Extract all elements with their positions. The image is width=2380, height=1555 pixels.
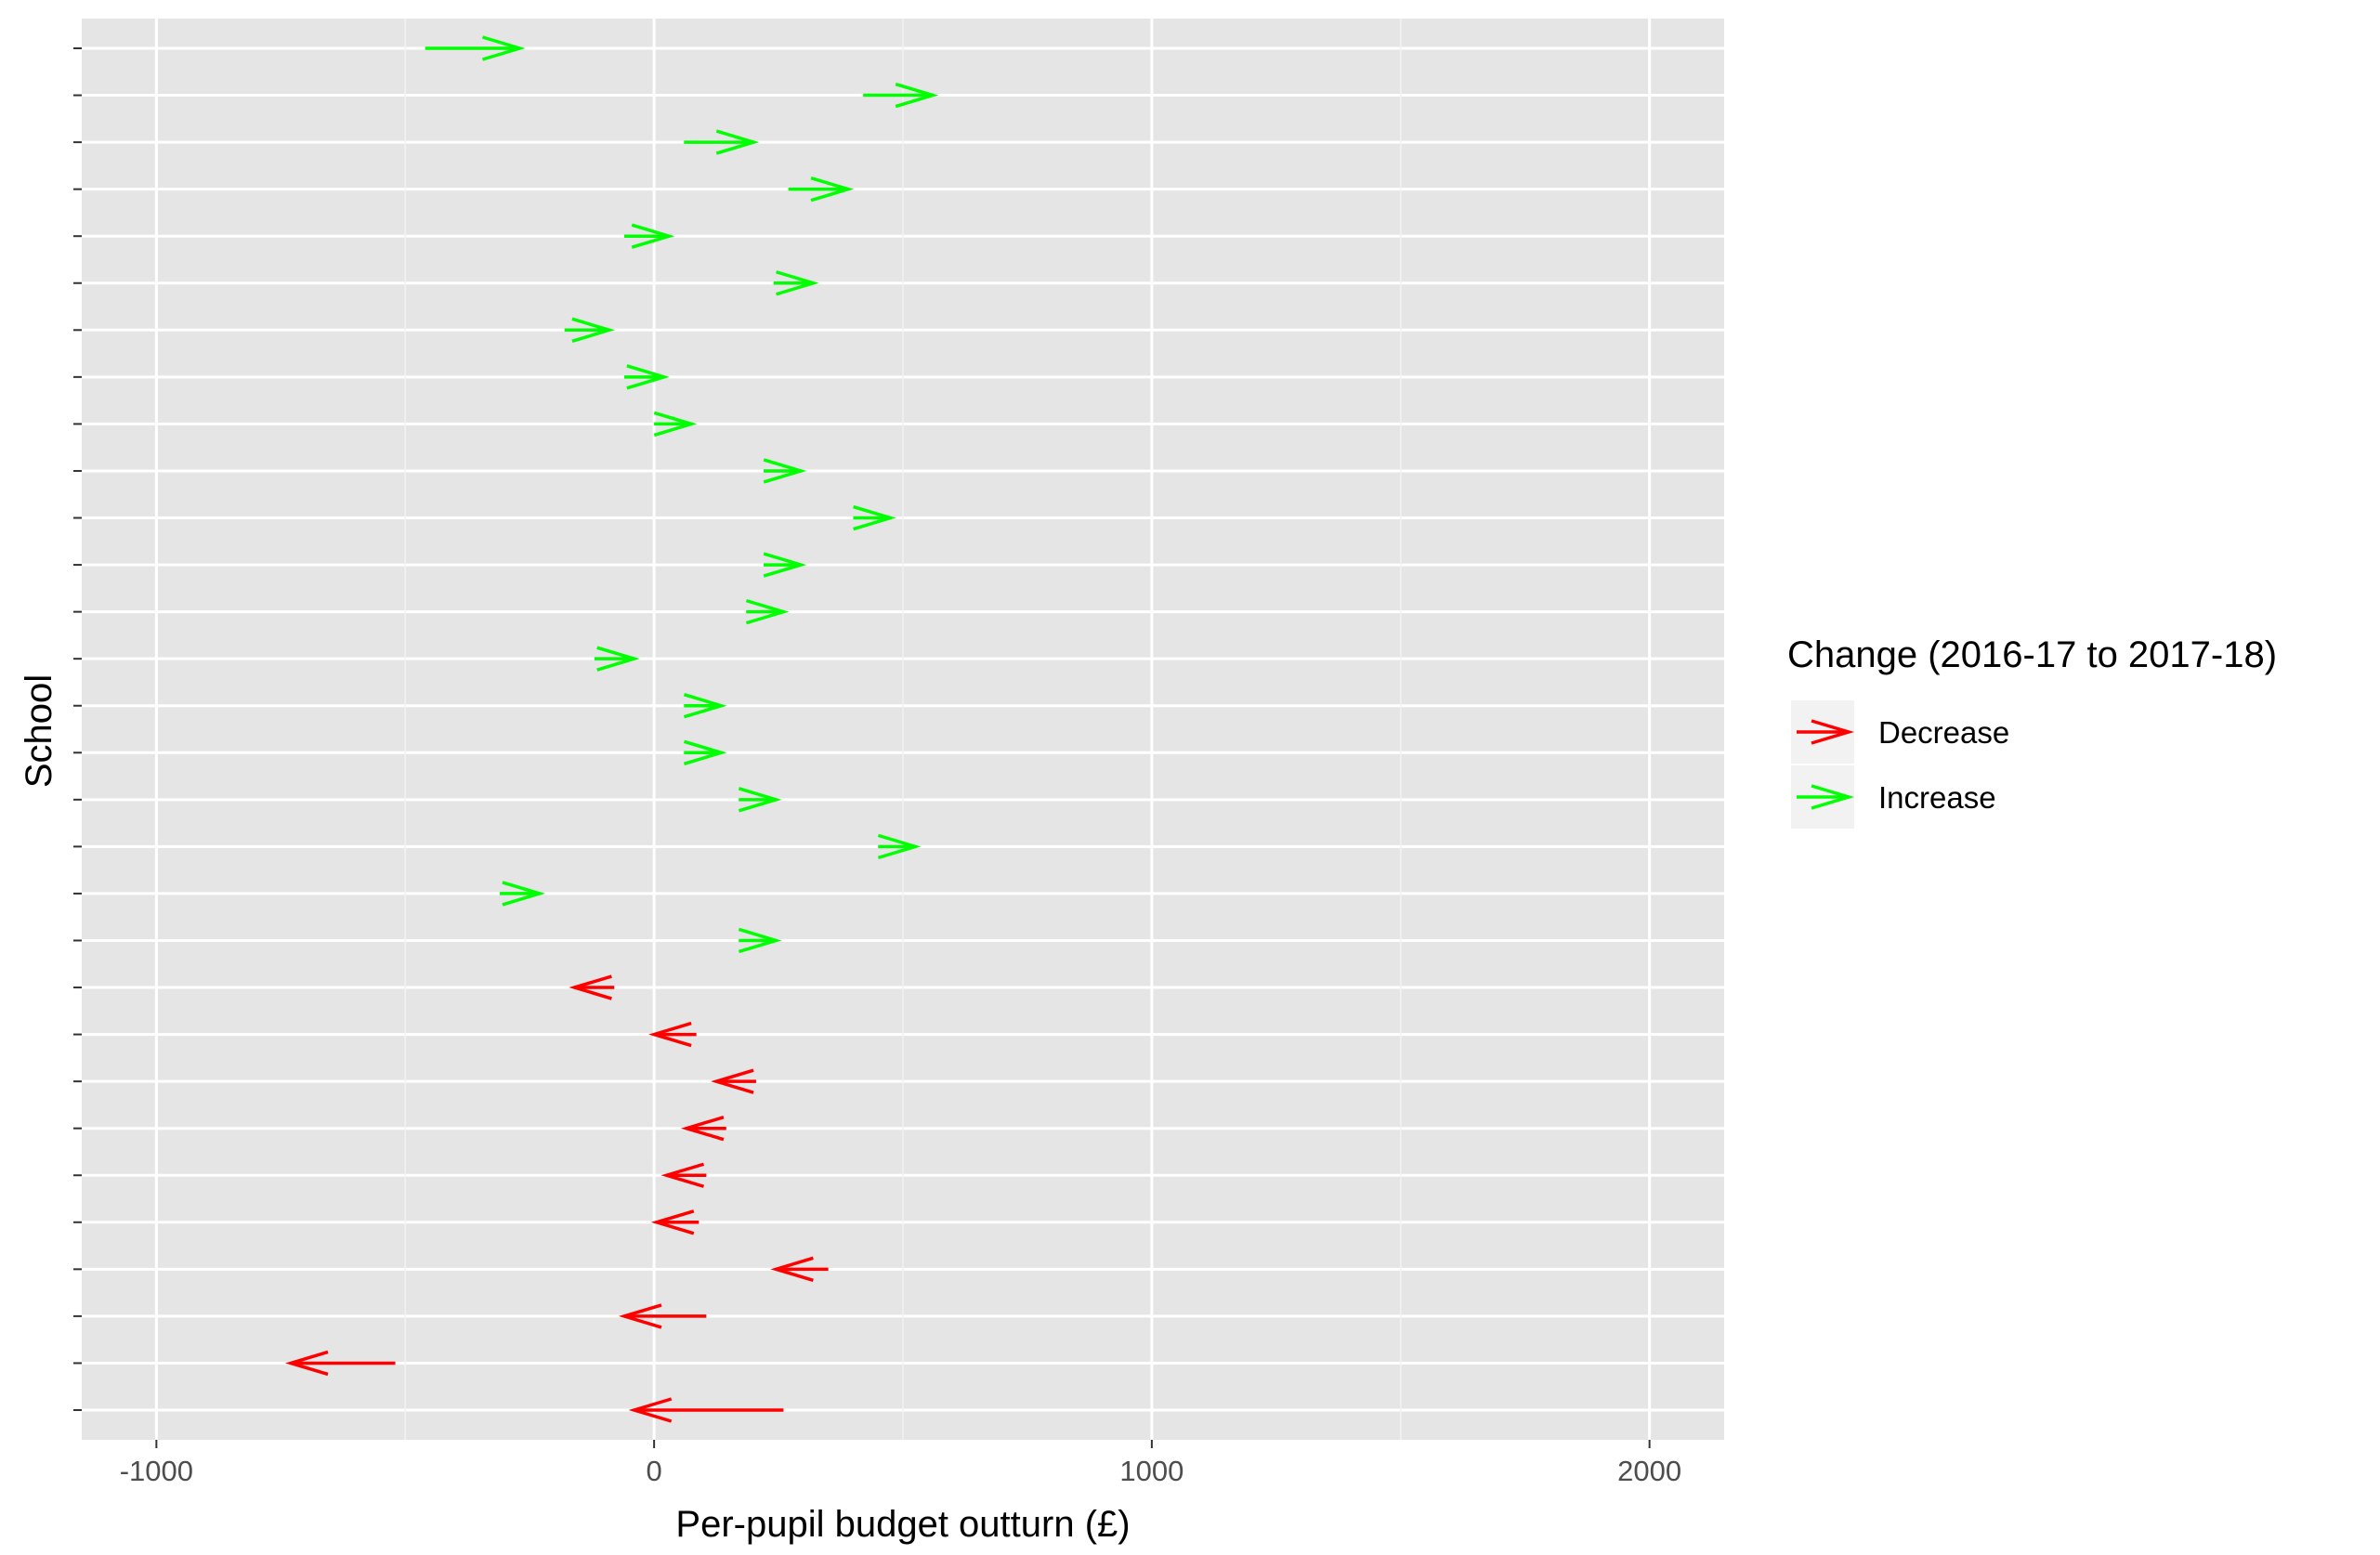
arrow-increase-4 bbox=[788, 176, 855, 203]
arrow-decrease-24 bbox=[680, 1116, 726, 1142]
arrow-increase-12 bbox=[763, 552, 807, 578]
arrow-decrease-29 bbox=[284, 1350, 396, 1377]
arrow-increase-7 bbox=[564, 317, 615, 343]
arrow-increase-5 bbox=[623, 223, 675, 249]
arrow-increase-20 bbox=[738, 927, 782, 954]
arrow-increase-8 bbox=[623, 364, 670, 390]
arrow-head bbox=[711, 1068, 754, 1094]
arrow-decrease-23 bbox=[711, 1068, 756, 1094]
arrow-decrease-26 bbox=[650, 1209, 700, 1235]
legend-title: Change (2016-17 to 2017-18) bbox=[1787, 634, 2277, 675]
arrow-decrease-28 bbox=[618, 1303, 707, 1329]
arrow-increase-16 bbox=[683, 739, 727, 765]
arrow-head bbox=[715, 129, 760, 155]
arrow-head bbox=[680, 1116, 725, 1142]
arrow-increase-2 bbox=[863, 82, 939, 109]
arrow-increase-3 bbox=[684, 129, 760, 155]
gridlines bbox=[82, 19, 1724, 1440]
arrow-increase-13 bbox=[745, 598, 790, 625]
arrow-increase-14 bbox=[594, 646, 640, 672]
arrow-head bbox=[653, 411, 698, 438]
legend-label: Increase bbox=[1878, 780, 1996, 815]
arrow-head bbox=[660, 1162, 705, 1188]
arrow-increase-15 bbox=[683, 693, 727, 719]
arrow-increase-17 bbox=[738, 787, 782, 813]
arrow-head bbox=[776, 270, 819, 296]
arrow-head bbox=[650, 1209, 695, 1235]
y-axis-title: School bbox=[19, 674, 59, 788]
arrow-head bbox=[502, 881, 545, 907]
arrow-head bbox=[683, 739, 727, 765]
x-tick-label: 1000 bbox=[1119, 1455, 1183, 1487]
x-tick-label: 2000 bbox=[1617, 1455, 1681, 1487]
arrow-increase-11 bbox=[853, 504, 896, 531]
arrow-head bbox=[618, 1303, 662, 1329]
arrow-head bbox=[648, 1021, 692, 1048]
arrow-head bbox=[810, 176, 855, 203]
arrow-head bbox=[738, 927, 782, 954]
arrow-head bbox=[770, 1256, 814, 1283]
legend-arrow-head bbox=[1811, 784, 1855, 810]
legend-entries: Decrease Increase bbox=[1791, 700, 2009, 829]
arrow-decrease-30 bbox=[628, 1397, 784, 1423]
legend-entry-increase: Increase bbox=[1791, 765, 1996, 829]
arrow-head bbox=[569, 974, 612, 1000]
arrow-head bbox=[481, 35, 526, 61]
arrow-decrease-21 bbox=[569, 974, 615, 1000]
arrow-increase-19 bbox=[500, 881, 545, 907]
arrow-head bbox=[745, 598, 790, 625]
arrow-decrease-25 bbox=[660, 1162, 707, 1188]
arrow-head bbox=[631, 223, 675, 249]
arrow-head bbox=[877, 833, 922, 860]
arrows bbox=[284, 35, 939, 1423]
arrow-head bbox=[596, 646, 640, 672]
legend: Change (2016-17 to 2017-18) Decrease Incr… bbox=[1787, 634, 2277, 829]
arrow-increase-18 bbox=[877, 833, 922, 860]
x-tick-label: -1000 bbox=[120, 1455, 193, 1487]
x-tick-label: 0 bbox=[646, 1455, 661, 1487]
arrow-increase-6 bbox=[773, 270, 819, 296]
arrow-head bbox=[738, 787, 782, 813]
x-axis: -1000 0 1000 2000 bbox=[73, 47, 1681, 1487]
legend-arrow-head bbox=[1811, 719, 1855, 745]
legend-entry-decrease: Decrease bbox=[1791, 700, 2009, 764]
arrow-increase-9 bbox=[653, 411, 698, 438]
arrow-head bbox=[763, 552, 807, 578]
arrow-head bbox=[628, 1397, 673, 1423]
arrow-increase-10 bbox=[763, 458, 807, 484]
arrow-increase-1 bbox=[425, 35, 526, 61]
x-axis-title: Per-pupil budget outturn (£) bbox=[675, 1504, 1130, 1545]
arrow-head bbox=[853, 504, 896, 531]
arrow-decrease-27 bbox=[770, 1256, 829, 1283]
arrow-head bbox=[683, 693, 727, 719]
legend-label: Decrease bbox=[1878, 715, 2009, 750]
arrow-head bbox=[284, 1350, 329, 1377]
arrow-decrease-22 bbox=[648, 1021, 697, 1048]
arrow-head bbox=[571, 317, 615, 343]
arrow-head bbox=[895, 82, 939, 109]
arrow-head bbox=[626, 364, 670, 390]
arrow-head bbox=[763, 458, 807, 484]
